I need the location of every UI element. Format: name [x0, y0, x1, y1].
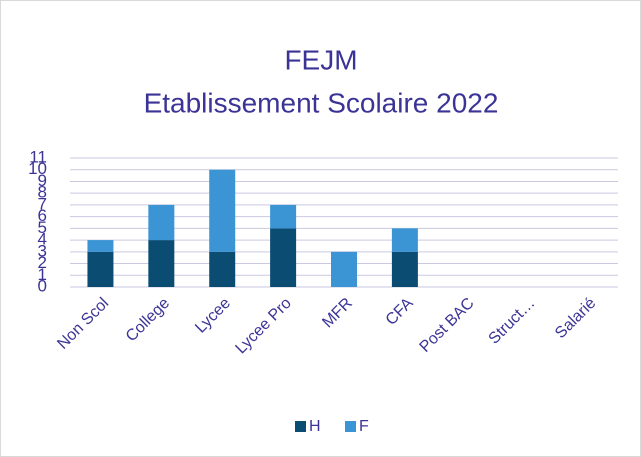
bar-segment: [209, 251, 236, 287]
legend-swatch: [345, 421, 356, 432]
bar-segment: [331, 251, 357, 287]
y-tick-label: 10: [28, 159, 47, 178]
bar-segment: [391, 228, 418, 252]
bar-segment: [270, 204, 297, 229]
y-tick-label: 5: [38, 218, 47, 237]
bar-segment: [87, 251, 114, 287]
y-tick-label: 0: [38, 276, 47, 295]
chart-title: FEJM: [284, 44, 357, 75]
y-tick-label: 8: [38, 183, 47, 202]
bar-segment: [270, 228, 297, 287]
legend-label: H: [309, 418, 321, 435]
bar-segment: [87, 240, 114, 252]
legend-swatch: [295, 421, 306, 432]
bar-segment: [148, 204, 175, 241]
bar-segment: [148, 240, 175, 287]
y-tick-label: 3: [38, 241, 47, 260]
legend-label: F: [359, 418, 369, 435]
y-tick-label: 4: [38, 230, 47, 249]
bar-segment: [391, 251, 418, 287]
chart-subtitle: Etablissement Scolaire 2022: [144, 87, 499, 118]
y-tick-label: 9: [38, 171, 47, 190]
y-tick-label: 1: [38, 265, 47, 284]
y-tick-label: 6: [38, 206, 47, 225]
y-tick-label: 11: [29, 147, 47, 166]
y-tick-label: 7: [38, 194, 47, 213]
y-tick-label: 2: [38, 253, 47, 272]
bar-segment: [209, 169, 236, 252]
